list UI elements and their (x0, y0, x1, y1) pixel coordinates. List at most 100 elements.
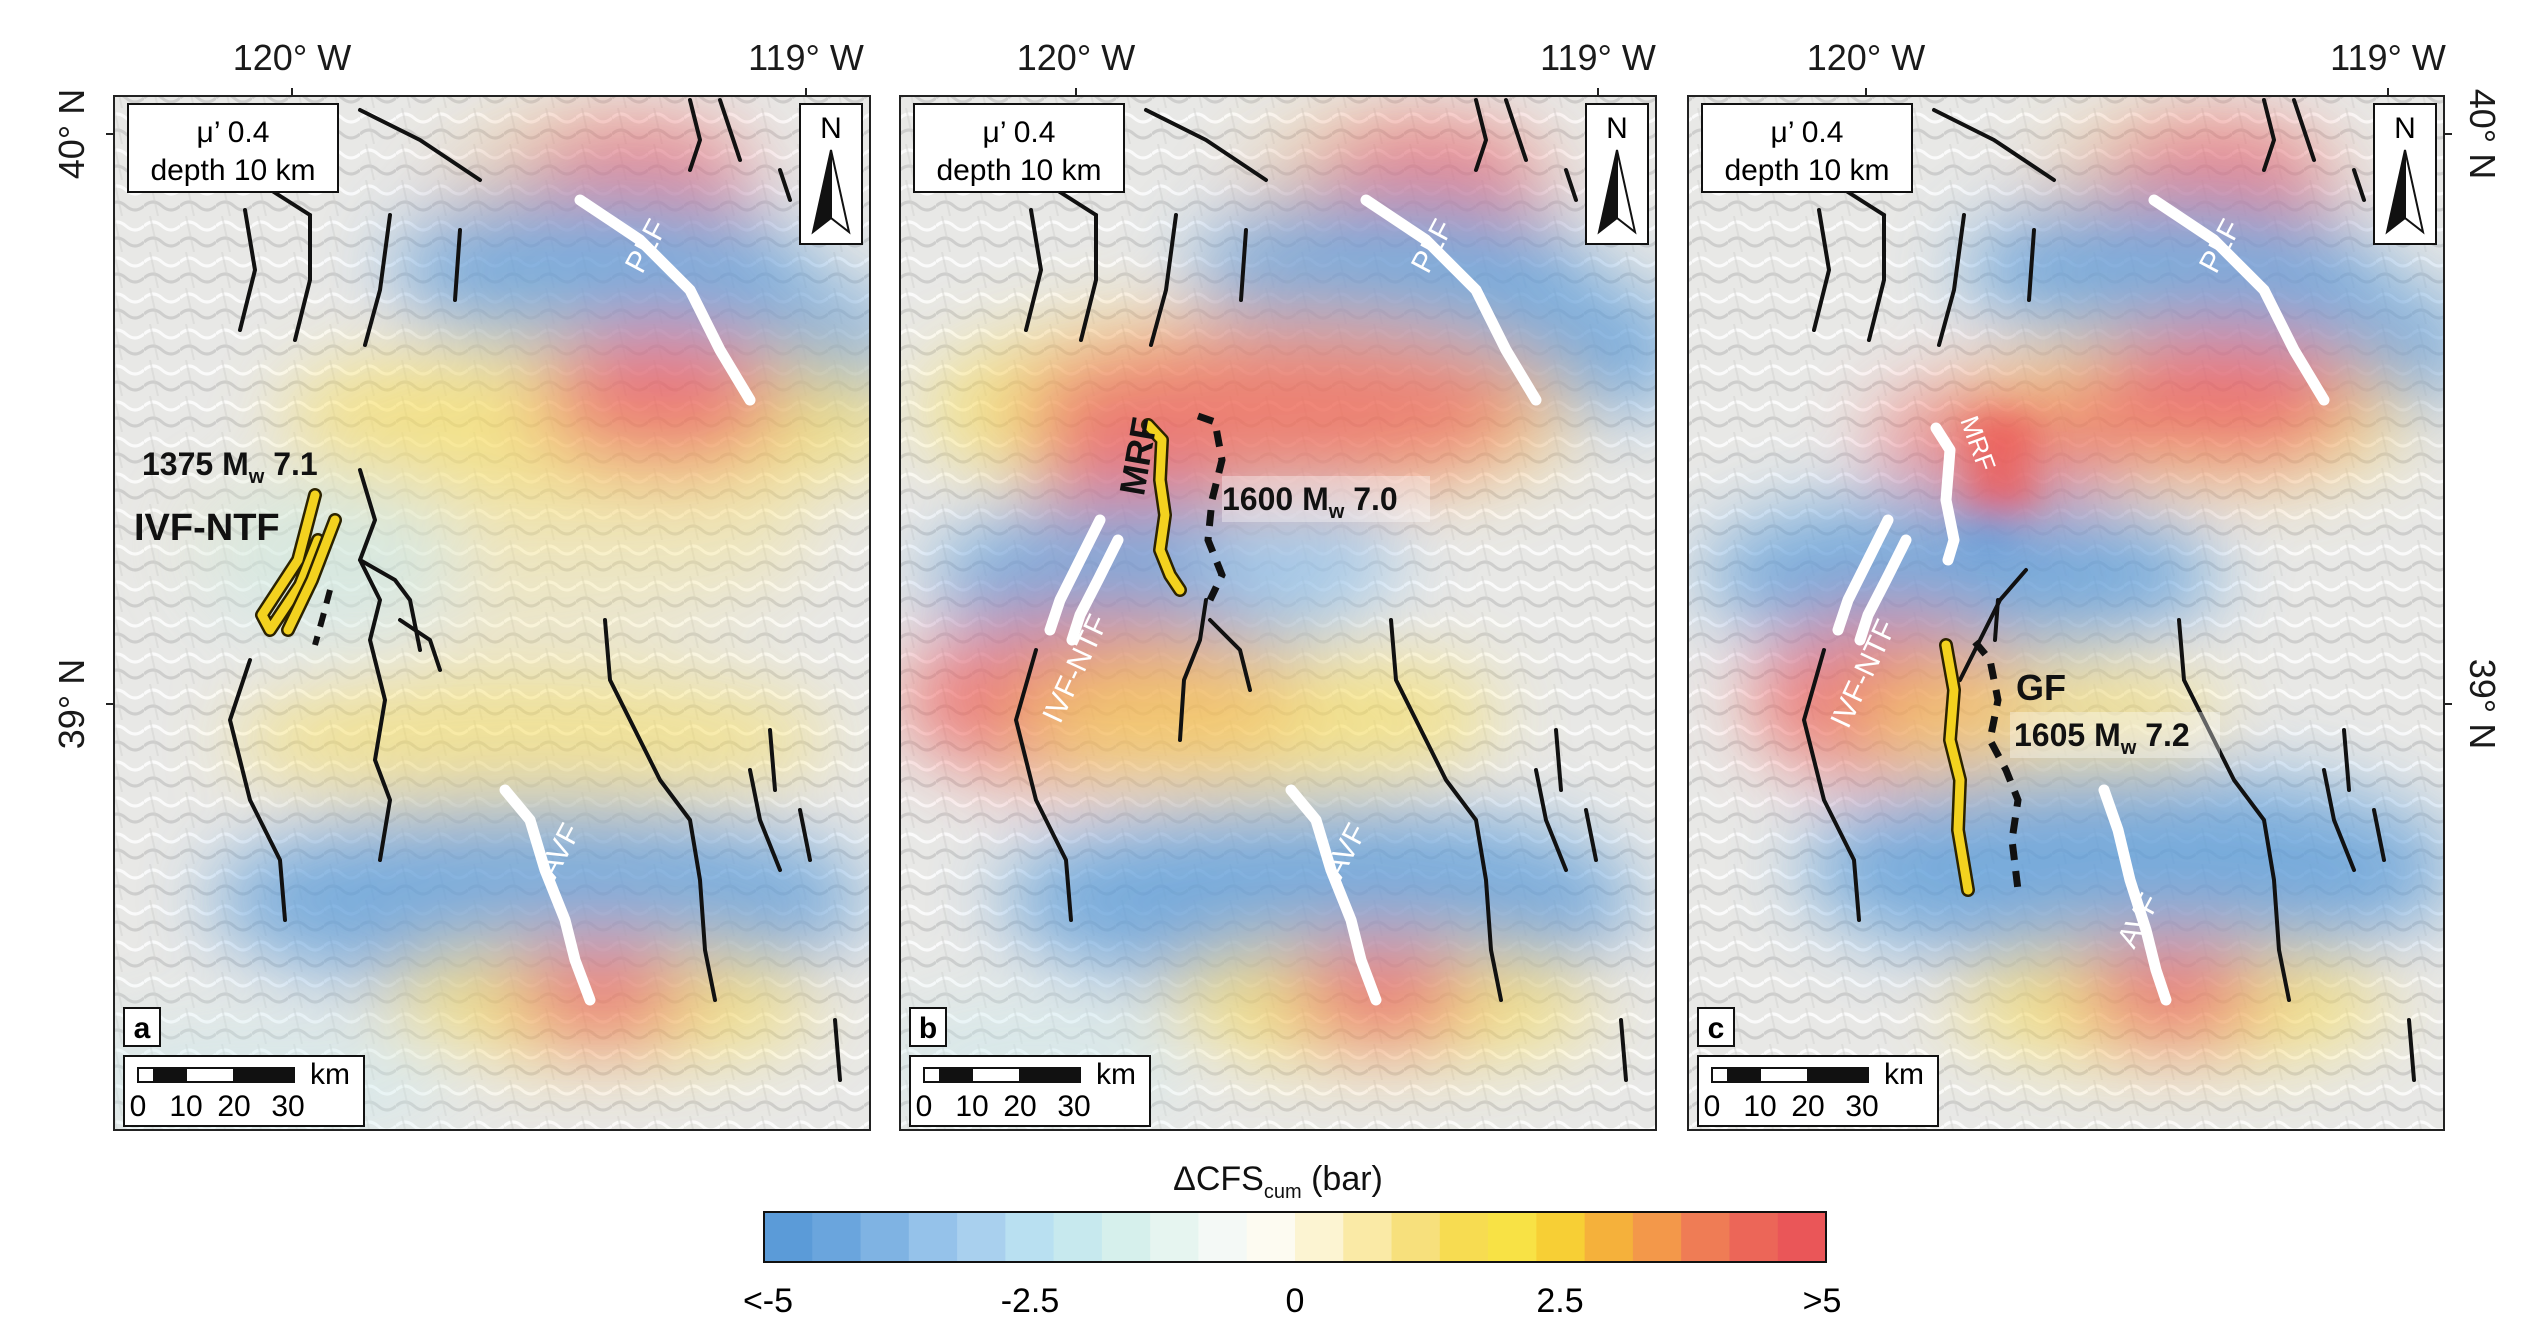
svg-text:N: N (820, 112, 842, 145)
stress-field-c-detail (1956, 416, 2040, 548)
colorbar-tick-2: 0 (1286, 1282, 1305, 1320)
fault-trace-dashed-a (312, 589, 333, 646)
svg-text:0: 0 (916, 1090, 933, 1123)
panel-b: PLF IVF-NTF AVF MRF 1600 Mw 7.0 μ’ 0.4 d… (899, 88, 1657, 1131)
event-label-c: 1605 Mw 7.2 (2010, 712, 2220, 759)
svg-text:10: 10 (169, 1090, 202, 1123)
lon-label-b-left: 120° W (1017, 37, 1135, 78)
colorbar-swatch (860, 1212, 910, 1262)
event-label-a: 1375 Mw 7.1 (142, 446, 318, 488)
svg-text:μ’ 0.4: μ’ 0.4 (197, 116, 270, 149)
panel-frame-a (113, 95, 871, 1131)
colorbar-swatch (1632, 1212, 1682, 1262)
event-fault-label-c: GF (2016, 667, 2066, 708)
svg-text:0: 0 (130, 1090, 147, 1123)
north-arrow-b: N (1585, 103, 1649, 245)
colorbar-title: ΔCFScum (bar) (1173, 1160, 1383, 1203)
colorbar-swatch (1391, 1212, 1441, 1262)
svg-text:10: 10 (1743, 1090, 1776, 1123)
svg-text:c: c (1708, 1012, 1725, 1045)
svg-text:N: N (1606, 112, 1628, 145)
svg-text:1605 Mw 7.2: 1605 Mw 7.2 (2014, 717, 2190, 759)
colorbar-swatch (1005, 1212, 1055, 1262)
svg-text:0: 0 (1704, 1090, 1721, 1123)
svg-text:μ’ 0.4: μ’ 0.4 (983, 116, 1056, 149)
param-box-b: μ’ 0.4 depth 10 km (913, 103, 1125, 193)
colorbar-swatch (957, 1212, 1006, 1262)
svg-text:depth 10 km: depth 10 km (150, 154, 315, 187)
colorbar-swatch (812, 1212, 862, 1262)
panel-frame-b (899, 95, 1657, 1131)
svg-text:20: 20 (217, 1090, 250, 1123)
colorbar-swatch (1295, 1212, 1344, 1262)
svg-text:20: 20 (1791, 1090, 1824, 1123)
colorbar: ΔCFScum (bar) <-5 -2.5 0 2.5 >5 (743, 1160, 1841, 1320)
colorbar-swatch (1101, 1212, 1151, 1262)
panel-letter-b: b (909, 1007, 947, 1047)
svg-text:b: b (919, 1012, 937, 1045)
colorbar-swatch (1439, 1212, 1489, 1262)
svg-text:30: 30 (271, 1090, 304, 1123)
fault-traces-b (994, 98, 1628, 1082)
param-box-c: μ’ 0.4 depth 10 km (1701, 103, 1913, 193)
panel-letter-c: c (1697, 1007, 1735, 1047)
fault-trace-dashed-b (1196, 412, 1226, 602)
colorbar-swatch (1053, 1212, 1103, 1262)
fault-white-b (1044, 194, 1542, 1006)
svg-text:20: 20 (1003, 1090, 1036, 1123)
colorbar-swatch (1246, 1212, 1296, 1262)
svg-text:km: km (1884, 1058, 1924, 1091)
lon-label-c-right: 119° W (2330, 37, 2446, 78)
lon-label-a-right: 119° W (748, 37, 864, 78)
lon-label-c-left: 120° W (1807, 37, 1925, 78)
colorbar-swatch (1150, 1212, 1200, 1262)
rupture-yellow-c (1939, 638, 1975, 897)
svg-text:N: N (2394, 112, 2416, 145)
colorbar-swatch (1536, 1212, 1586, 1262)
colorbar-tick-3: 2.5 (1536, 1282, 1583, 1320)
colorbar-tick-1: -2.5 (1001, 1282, 1060, 1320)
lat-label-right-mid: 39° N (2462, 659, 2503, 749)
colorbar-swatch (1777, 1212, 1827, 1262)
scale-bar-c: km 0 10 20 30 (1697, 1055, 1939, 1127)
colorbar-swatches (764, 1212, 1827, 1262)
lat-label-left-top: 40° N (51, 89, 92, 179)
coordinate-labels: 120° W 119° W 120° W 119° W 120° W 119° … (51, 37, 2503, 749)
svg-text:km: km (310, 1058, 350, 1091)
svg-text:30: 30 (1057, 1090, 1090, 1123)
panel-frame-c (1687, 95, 2445, 1131)
colorbar-swatch (764, 1212, 813, 1262)
param-box-a: μ’ 0.4 depth 10 km (127, 103, 339, 193)
svg-text:km: km (1096, 1058, 1136, 1091)
panel-letter-a: a (123, 1007, 161, 1047)
fault-trace-dashed-c (1972, 639, 2022, 891)
svg-text:depth 10 km: depth 10 km (936, 154, 1101, 187)
svg-text:1600 Mw 7.0: 1600 Mw 7.0 (1222, 481, 1398, 523)
rupture-yellow-b (1141, 418, 1187, 597)
scale-bar-a: km 0 10 20 30 (123, 1055, 365, 1127)
svg-text:depth 10 km: depth 10 km (1724, 154, 1889, 187)
svg-text:10: 10 (955, 1090, 988, 1123)
fault-white-c (1832, 194, 2330, 1006)
lat-label-left-mid: 39° N (51, 659, 92, 749)
scale-bar-b: km 0 10 20 30 (909, 1055, 1151, 1127)
north-arrow-a: N (799, 103, 863, 245)
panel-c: PLF MRF IVF-NTF AVF GF 1605 Mw 7.2 μ’ 0.… (1687, 88, 2452, 1131)
lon-label-b-right: 119° W (1540, 37, 1656, 78)
colorbar-swatch (908, 1212, 958, 1262)
north-arrow-c: N (2373, 103, 2437, 245)
lat-label-right-top: 40° N (2462, 89, 2503, 179)
colorbar-swatch (1584, 1212, 1634, 1262)
svg-text:a: a (134, 1012, 151, 1045)
svg-text:μ’ 0.4: μ’ 0.4 (1771, 116, 1844, 149)
event-label-b: 1600 Mw 7.0 (1222, 476, 1430, 523)
colorbar-swatch (1729, 1212, 1779, 1262)
colorbar-swatch (1488, 1212, 1537, 1262)
colorbar-swatch (1681, 1212, 1731, 1262)
fault-white-a (499, 194, 756, 1006)
lon-label-a-left: 120° W (233, 37, 351, 78)
rupture-yellow-a (255, 488, 342, 637)
colorbar-frame (763, 1211, 1827, 1263)
colorbar-swatch (1198, 1212, 1248, 1262)
